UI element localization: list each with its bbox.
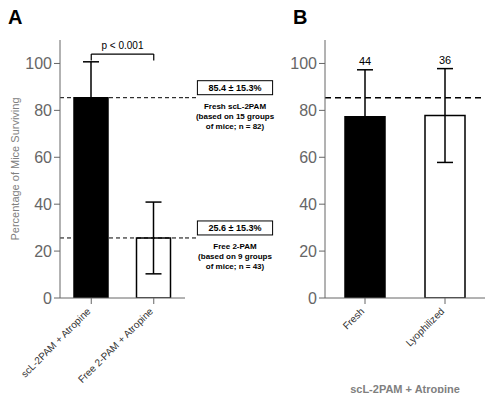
svg-text:Lyophilized: Lyophilized (404, 306, 447, 349)
svg-text:60: 60 (34, 149, 52, 166)
svg-text:20: 20 (299, 243, 317, 260)
svg-text:0: 0 (308, 290, 317, 307)
svg-text:100: 100 (290, 55, 317, 72)
svg-text:Free 2-PAM + Atropine: Free 2-PAM + Atropine (76, 305, 156, 385)
svg-text:p < 0.001: p < 0.001 (102, 40, 144, 51)
svg-text:Fresh scL-2PAM(based on 15 gro: Fresh scL-2PAM(based on 15 groupsof mice… (196, 102, 275, 131)
svg-text:25.6 ± 15.3%: 25.6 ± 15.3% (209, 223, 262, 233)
svg-text:0: 0 (43, 290, 52, 307)
svg-text:Percentage of Mice Surviving: Percentage of Mice Surviving (9, 97, 21, 240)
svg-text:20: 20 (34, 243, 52, 260)
svg-text:Free 2-PAM(based on 9 groupsof: Free 2-PAM(based on 9 groupsof mice; n =… (198, 242, 272, 271)
svg-text:40: 40 (299, 196, 317, 213)
svg-text:60: 60 (299, 149, 317, 166)
svg-text:80: 80 (34, 102, 52, 119)
svg-text:40: 40 (34, 196, 52, 213)
svg-text:36: 36 (439, 54, 451, 66)
svg-text:Fresh: Fresh (341, 306, 367, 332)
svg-text:scL-2PAM + Atropine: scL-2PAM + Atropine (19, 305, 93, 379)
svg-text:85.4 ± 15.3%: 85.4 ± 15.3% (209, 83, 262, 93)
svg-text:80: 80 (299, 102, 317, 119)
svg-text:44: 44 (359, 55, 371, 67)
svg-text:100: 100 (25, 55, 52, 72)
html-text:A: A (8, 6, 23, 28)
html-text:B: B (293, 6, 308, 28)
svg-text:scL-2PAM + Atropine: scL-2PAM + Atropine (350, 383, 460, 393)
